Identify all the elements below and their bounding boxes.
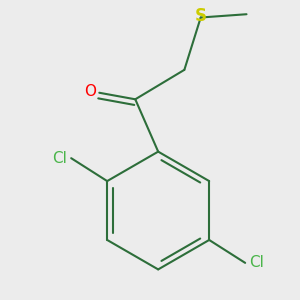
- Text: O: O: [84, 84, 96, 99]
- Text: Cl: Cl: [249, 255, 264, 270]
- Text: Cl: Cl: [52, 151, 67, 166]
- Text: S: S: [195, 7, 207, 25]
